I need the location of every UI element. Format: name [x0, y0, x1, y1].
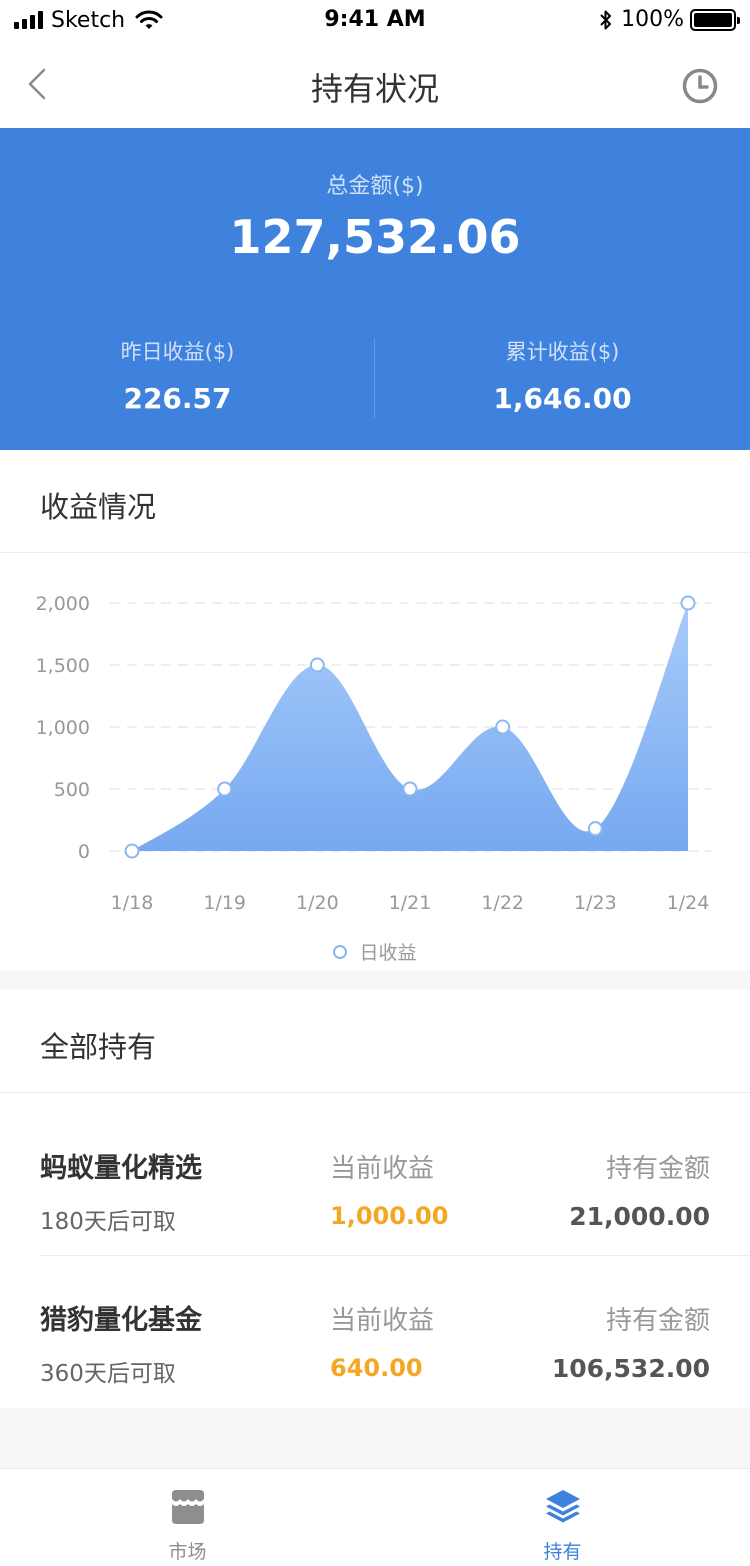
x-tick-label: 1/24 — [667, 892, 710, 914]
data-point — [309, 657, 325, 673]
data-point — [495, 719, 511, 735]
fund-row[interactable]: 蚂蚁量化精选 180天后可取 当前收益 1,000.00 持有金额 21,000… — [0, 1104, 750, 1256]
x-tick-label: 1/18 — [111, 892, 154, 914]
current-earnings-value: 640.00 — [330, 1354, 423, 1382]
tab-bar: 市场 持有 — [0, 1468, 750, 1566]
total-label: 总金额($) — [326, 174, 424, 199]
holding-amount-label: 持有金额 — [605, 1154, 710, 1184]
cumulative-value: 1,646.00 — [493, 382, 632, 415]
cumulative-label: 累计收益($) — [505, 340, 620, 364]
fund-name: 蚂蚁量化精选 — [40, 1153, 202, 1184]
carrier-name: Sketch — [51, 7, 126, 33]
yesterday-earnings: 昨日收益($) 226.57 — [0, 336, 375, 415]
chart-section-title: 收益情况 — [40, 490, 157, 524]
divider — [0, 552, 750, 553]
y-tick-label: 0 — [78, 841, 90, 863]
page-title: 持有状况 — [310, 70, 439, 108]
legend-label: 日收益 — [359, 942, 417, 964]
battery-icon — [690, 8, 740, 31]
yesterday-label: 昨日收益($) — [120, 340, 235, 364]
holdings-card: 全部持有 蚂蚁量化精选 180天后可取 当前收益 1,000.00 持有金额 2… — [0, 990, 750, 1408]
layers-icon — [545, 1490, 580, 1523]
summary-panel: 总金额($) 127,532.06 昨日收益($) 226.57 累计收益($)… — [0, 128, 750, 450]
data-point — [587, 821, 603, 837]
current-earnings-label: 当前收益 — [330, 1154, 435, 1184]
tab-market[interactable]: 市场 — [0, 1469, 375, 1566]
tab-holdings-label: 持有 — [543, 1541, 582, 1563]
tab-market-label: 市场 — [168, 1541, 207, 1563]
data-point — [217, 781, 233, 797]
earnings-area — [132, 603, 688, 851]
holding-amount-value: 21,000.00 — [569, 1202, 710, 1231]
y-tick-label: 1,000 — [36, 717, 90, 739]
status-time: 9:41 AM — [324, 7, 426, 32]
divider — [0, 1092, 750, 1093]
status-bar: Sketch 9:41 AM 100% — [0, 0, 750, 40]
fund-name: 猎豹量化基金 — [40, 1305, 202, 1336]
earnings-chart: 0 500 1,000 1,500 2,000 1/18 1/19 1/20 1/21 1/22… — [36, 593, 712, 914]
battery-percent: 100% — [621, 7, 684, 32]
x-tick-label: 1/20 — [296, 892, 339, 914]
back-button[interactable] — [22, 62, 62, 106]
x-tick-label: 1/19 — [203, 892, 246, 914]
divider — [40, 1255, 750, 1256]
chart-legend: 日收益 — [0, 938, 750, 965]
earnings-chart-card: 收益情况 0 500 1,000 1,500 2,000 1/18 1/19 1/20 1/2… — [0, 450, 750, 970]
cumulative-earnings: 累计收益($) 1,646.00 — [375, 336, 750, 415]
clock-icon — [682, 68, 718, 104]
data-point — [402, 781, 418, 797]
x-tick-label: 1/21 — [389, 892, 432, 914]
nav-bar: 持有状况 — [0, 40, 750, 128]
fund-term: 180天后可取 — [40, 1209, 176, 1235]
holdings-section-title: 全部持有 — [40, 1030, 157, 1064]
history-button[interactable] — [680, 66, 720, 106]
y-tick-label: 2,000 — [36, 593, 90, 615]
holding-amount-value: 106,532.00 — [551, 1354, 710, 1383]
summary-divider — [374, 338, 375, 418]
chevron-left-icon — [28, 68, 46, 100]
store-icon — [171, 1490, 204, 1524]
y-tick-label: 500 — [54, 779, 90, 801]
data-point — [124, 843, 140, 859]
fund-row[interactable]: 猎豹量化基金 360天后可取 当前收益 640.00 持有金额 106,532.… — [0, 1256, 750, 1408]
x-tick-label: 1/23 — [574, 892, 617, 914]
signal-icon — [14, 11, 43, 29]
wifi-icon — [135, 10, 163, 29]
total-value: 127,532.06 — [229, 210, 521, 264]
bluetooth-icon — [600, 10, 612, 29]
yesterday-value: 226.57 — [123, 382, 232, 415]
y-tick-label: 1,500 — [36, 655, 90, 677]
legend-marker — [333, 944, 348, 959]
tab-holdings[interactable]: 持有 — [375, 1469, 750, 1566]
holding-amount-label: 持有金额 — [605, 1306, 710, 1336]
data-point — [680, 595, 696, 611]
fund-term: 360天后可取 — [40, 1361, 176, 1387]
current-earnings-value: 1,000.00 — [330, 1202, 449, 1230]
x-tick-label: 1/22 — [481, 892, 524, 914]
current-earnings-label: 当前收益 — [330, 1306, 435, 1336]
